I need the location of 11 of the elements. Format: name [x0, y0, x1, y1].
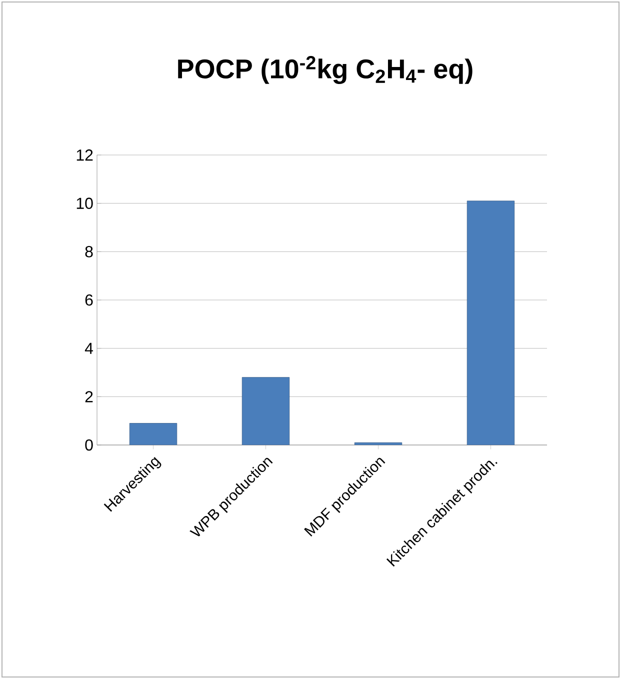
y-tick-label: 6 [85, 294, 93, 306]
y-tick-label: 2 [85, 391, 93, 402]
y-tick-label: 8 [85, 246, 93, 258]
y-tick-label: 4 [84, 342, 93, 354]
chart-title: POCP (10$^{-2}$kg C$_{2}$H$_{4}$- eq) [178, 56, 472, 84]
bar [129, 423, 178, 445]
bar [242, 377, 290, 445]
y-tick-label: 12 [76, 149, 93, 161]
bar [466, 200, 515, 445]
y-tick-label: 0 [85, 439, 93, 451]
y-tick-label: 10 [76, 198, 93, 209]
